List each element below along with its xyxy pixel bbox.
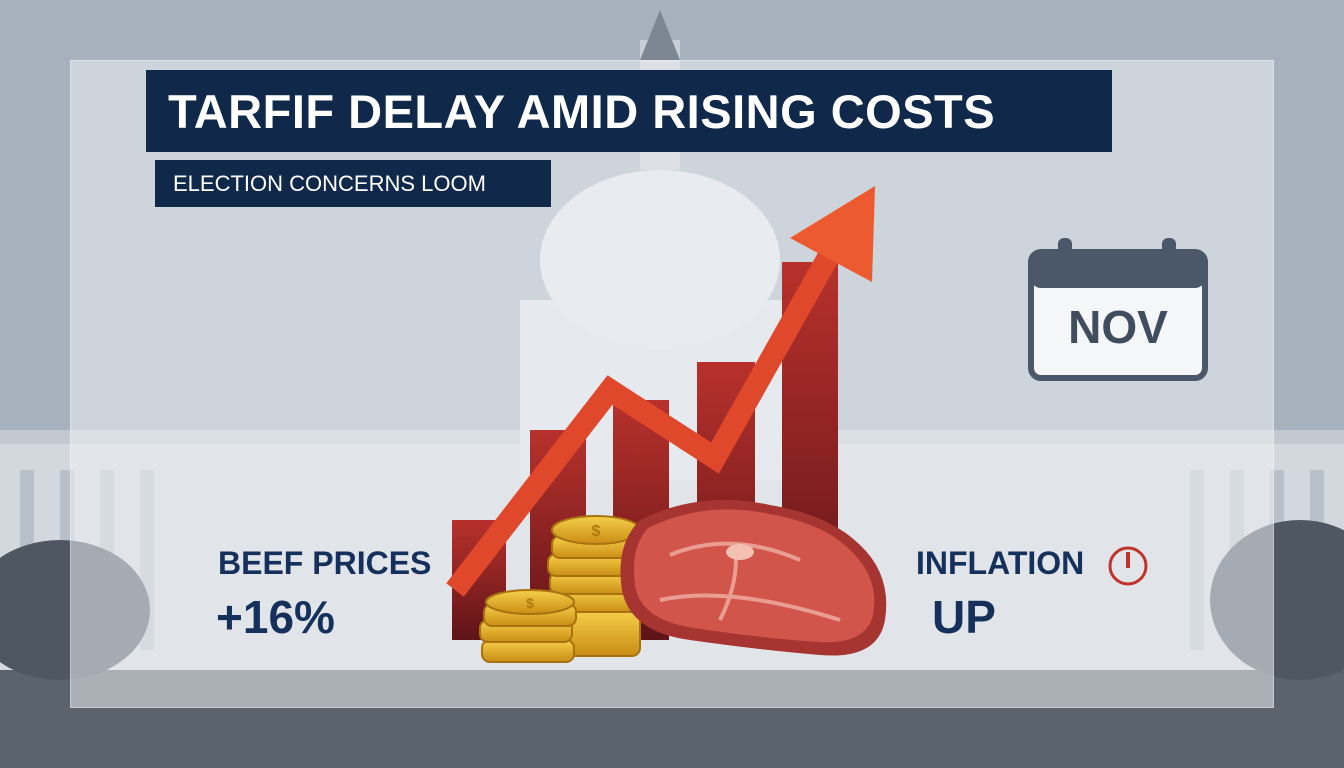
headline-banner: TARFIF DELAY AMID RISING COSTS <box>146 70 1112 152</box>
beef-prices-label: BEEF PRICES <box>218 545 432 581</box>
inflation-label: INFLATION <box>916 545 1085 581</box>
alert-clock-icon <box>1108 546 1148 586</box>
calendar-month: NOV <box>1068 301 1168 353</box>
beef-prices-value: +16% <box>216 591 335 643</box>
steak-icon <box>620 500 887 656</box>
subheadline-text: ELECTION CONCERNS LOOM <box>173 170 486 196</box>
inflation-value: UP <box>932 591 996 643</box>
rising-arrow-icon <box>446 186 875 597</box>
svg-text:$: $ <box>592 523 601 540</box>
calendar-icon <box>1028 238 1208 381</box>
subheadline-banner: ELECTION CONCERNS LOOM <box>155 160 551 207</box>
headline-text: TARFIF DELAY AMID RISING COSTS <box>168 84 996 138</box>
svg-text:$: $ <box>526 595 534 611</box>
coin-stacks-icon: $ $ <box>479 515 641 663</box>
